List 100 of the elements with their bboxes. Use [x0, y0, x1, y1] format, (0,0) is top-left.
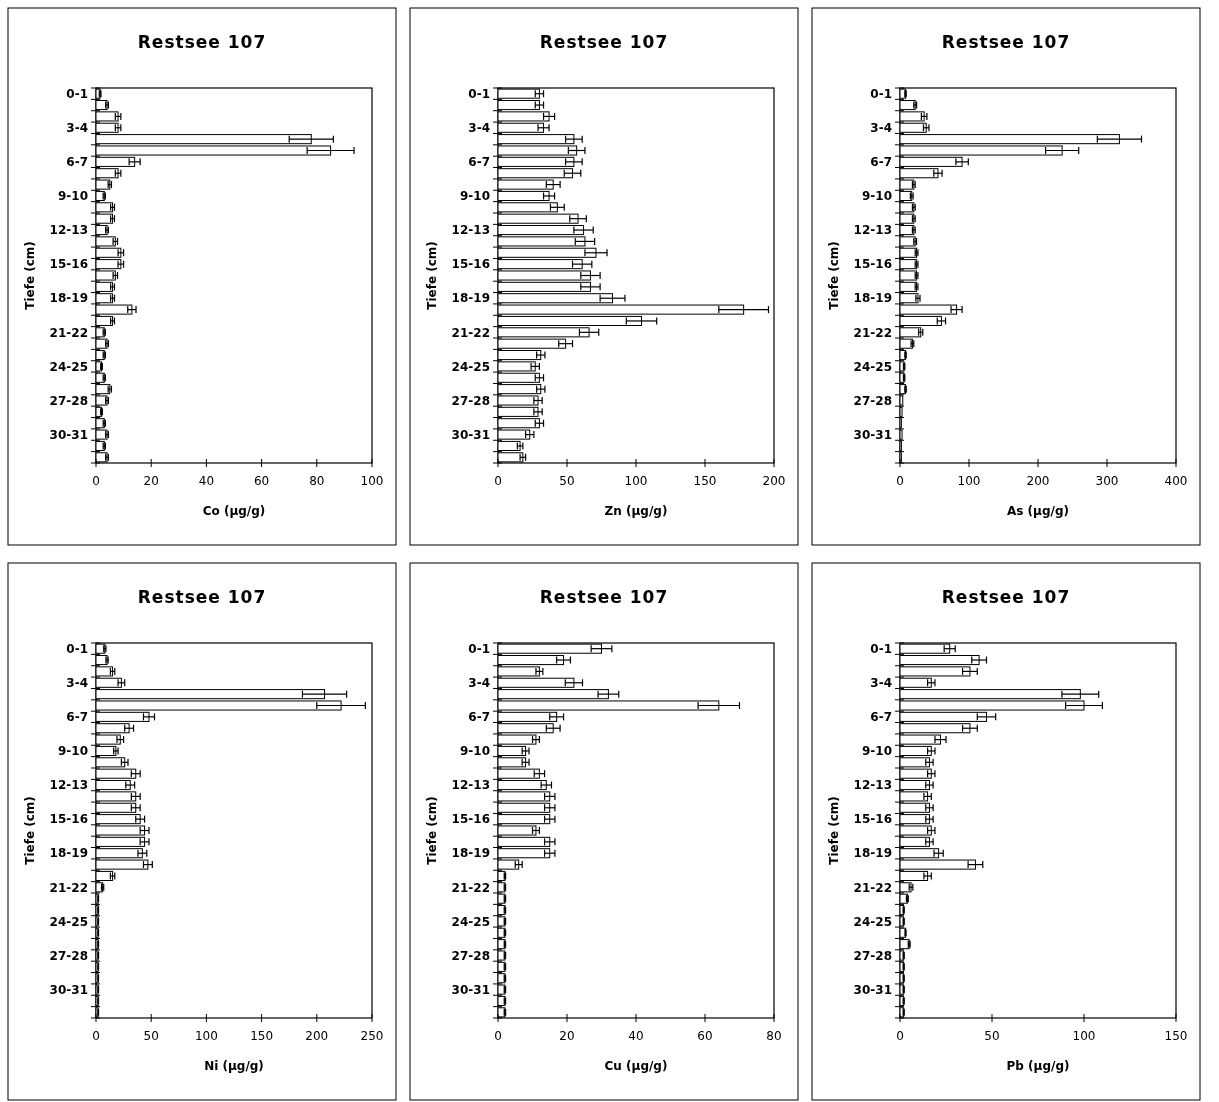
- x-tick-label: 150: [250, 1029, 274, 1043]
- x-tick-label: 300: [1095, 474, 1119, 488]
- x-tick-label: 50: [984, 1029, 1000, 1043]
- y-tick-label: 18-19: [451, 846, 490, 861]
- y-tick-label: 15-16: [451, 257, 490, 272]
- y-tick-label: 0-1: [870, 641, 892, 656]
- x-tick-label: 50: [559, 474, 575, 488]
- y-tick-label: 12-13: [451, 223, 490, 238]
- y-tick-label: 6-7: [66, 710, 88, 725]
- y-tick-label: 24-25: [451, 914, 490, 929]
- y-tick-label: 6-7: [66, 155, 88, 170]
- y-tick-label: 30-31: [853, 982, 892, 997]
- x-tick-label: 100: [1072, 1029, 1096, 1043]
- x-tick-label: 0: [896, 1029, 904, 1043]
- x-tick-label: 100: [360, 474, 384, 488]
- x-tick-label: 0: [494, 474, 502, 488]
- x-tick-label: 80: [766, 1029, 782, 1043]
- y-tick-label: 24-25: [49, 359, 88, 374]
- x-tick-label: 0: [92, 474, 100, 488]
- y-tick-label: 21-22: [853, 325, 892, 340]
- y-tick-label: 30-31: [451, 982, 490, 997]
- y-tick-label: 3-4: [870, 120, 892, 135]
- y-tick-label: 6-7: [870, 155, 892, 170]
- x-tick-label: 200: [1026, 474, 1050, 488]
- y-tick-label: 15-16: [853, 257, 892, 272]
- x-axis-title: Pb (µg/g): [1006, 1059, 1070, 1073]
- y-tick-label: 12-13: [451, 778, 490, 793]
- chart-title: Restsee 107: [539, 587, 669, 607]
- chart-title: Restsee 107: [539, 32, 669, 52]
- y-tick-label: 27-28: [49, 393, 88, 408]
- y-tick-label: 15-16: [49, 257, 88, 272]
- y-tick-label: 9-10: [459, 189, 490, 204]
- chart-title: Restsee 107: [941, 587, 1071, 607]
- y-tick-label: 6-7: [870, 710, 892, 725]
- x-tick-label: 20: [143, 474, 159, 488]
- y-tick-label: 27-28: [451, 948, 490, 963]
- y-tick-label: 21-22: [49, 880, 88, 895]
- y-tick-label: 9-10: [861, 744, 892, 759]
- y-tick-label: 18-19: [853, 846, 892, 861]
- x-tick-label: 250: [360, 1029, 384, 1043]
- y-tick-label: 24-25: [451, 359, 490, 374]
- y-tick-label: 27-28: [451, 393, 490, 408]
- y-tick-label: 12-13: [853, 778, 892, 793]
- x-tick-label: 0: [494, 1029, 502, 1043]
- y-axis-title: Tiefe (cm): [23, 241, 37, 310]
- y-tick-label: 21-22: [853, 880, 892, 895]
- y-tick-label: 24-25: [853, 359, 892, 374]
- x-tick-label: 0: [896, 474, 904, 488]
- x-tick-label: 60: [697, 1029, 713, 1043]
- y-tick-label: 30-31: [451, 427, 490, 442]
- y-tick-label: 15-16: [853, 812, 892, 827]
- y-axis-title: Tiefe (cm): [827, 241, 841, 310]
- x-tick-label: 400: [1164, 474, 1188, 488]
- y-axis-title: Tiefe (cm): [827, 796, 841, 865]
- y-tick-label: 0-1: [66, 86, 88, 101]
- y-tick-label: 21-22: [49, 325, 88, 340]
- y-tick-label: 27-28: [853, 393, 892, 408]
- y-tick-label: 12-13: [853, 223, 892, 238]
- y-tick-label: 3-4: [468, 675, 490, 690]
- x-tick-label: 50: [143, 1029, 159, 1043]
- y-axis-title: Tiefe (cm): [23, 796, 37, 865]
- y-tick-label: 0-1: [468, 641, 490, 656]
- y-tick-label: 6-7: [468, 710, 490, 725]
- y-tick-label: 9-10: [459, 744, 490, 759]
- y-tick-label: 0-1: [468, 86, 490, 101]
- y-tick-label: 24-25: [853, 914, 892, 929]
- chart-title: Restsee 107: [137, 32, 267, 52]
- y-tick-label: 3-4: [66, 120, 88, 135]
- x-tick-label: 0: [92, 1029, 100, 1043]
- y-tick-label: 12-13: [49, 223, 88, 238]
- y-tick-label: 3-4: [870, 675, 892, 690]
- y-tick-label: 15-16: [49, 812, 88, 827]
- x-tick-label: 40: [198, 474, 215, 488]
- y-tick-label: 0-1: [66, 641, 88, 656]
- y-tick-label: 9-10: [57, 189, 88, 204]
- y-tick-label: 30-31: [49, 982, 88, 997]
- y-tick-label: 3-4: [66, 675, 88, 690]
- y-tick-label: 24-25: [49, 914, 88, 929]
- x-axis-title: Ni (µg/g): [204, 1059, 264, 1073]
- x-axis-title: Cu (µg/g): [604, 1059, 668, 1073]
- y-tick-label: 18-19: [853, 291, 892, 306]
- x-axis-title: As (µg/g): [1007, 504, 1069, 518]
- x-tick-label: 150: [1164, 1029, 1188, 1043]
- x-tick-label: 20: [559, 1029, 575, 1043]
- x-tick-label: 60: [253, 474, 270, 488]
- y-tick-label: 6-7: [468, 155, 490, 170]
- x-tick-label: 100: [957, 474, 981, 488]
- y-tick-label: 21-22: [451, 325, 490, 340]
- y-tick-label: 12-13: [49, 778, 88, 793]
- y-tick-label: 21-22: [451, 880, 490, 895]
- x-tick-label: 200: [305, 1029, 329, 1043]
- y-tick-label: 30-31: [853, 427, 892, 442]
- x-axis-title: Zn (µg/g): [604, 504, 668, 518]
- x-tick-label: 150: [693, 474, 717, 488]
- y-tick-label: 18-19: [451, 291, 490, 306]
- y-tick-label: 27-28: [853, 948, 892, 963]
- x-axis-title: Co (µg/g): [202, 504, 266, 518]
- x-tick-label: 80: [309, 474, 325, 488]
- y-axis-title: Tiefe (cm): [425, 241, 439, 310]
- x-tick-label: 40: [628, 1029, 644, 1043]
